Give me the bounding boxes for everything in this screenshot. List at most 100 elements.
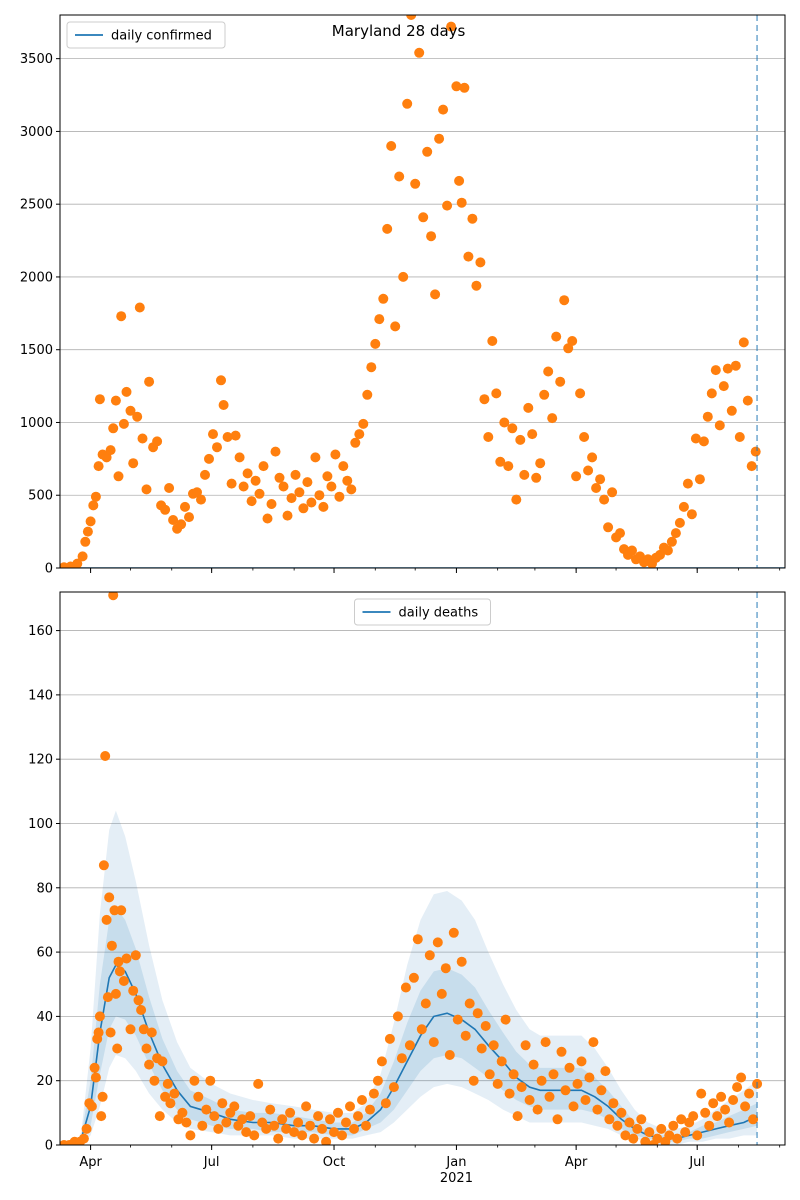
data-point xyxy=(204,453,214,464)
data-point xyxy=(285,1107,296,1118)
data-point xyxy=(314,490,325,501)
data-point xyxy=(164,483,175,493)
data-point xyxy=(298,503,309,514)
y-tick-label: 500 xyxy=(28,489,53,504)
data-point xyxy=(78,1133,89,1144)
data-point xyxy=(440,963,451,974)
data-point xyxy=(544,1091,555,1102)
data-point xyxy=(559,295,570,306)
data-point xyxy=(102,992,113,1003)
data-point xyxy=(357,1095,367,1105)
data-point xyxy=(704,1120,715,1131)
data-point xyxy=(310,452,321,463)
data-point xyxy=(222,432,233,442)
data-point xyxy=(105,1027,116,1038)
data-point xyxy=(479,394,490,405)
data-point xyxy=(591,483,602,493)
data-point xyxy=(564,1062,575,1073)
uncertainty-band-inner xyxy=(60,907,758,1145)
observed-points xyxy=(60,15,761,568)
data-point xyxy=(118,976,129,986)
data-point xyxy=(141,484,152,495)
data-point xyxy=(448,927,459,938)
data-point xyxy=(446,21,457,32)
legend-label: daily deaths xyxy=(399,606,479,621)
data-point xyxy=(226,478,237,489)
data-point xyxy=(507,423,518,434)
data-point xyxy=(748,1114,759,1125)
data-point xyxy=(113,956,124,967)
y-tick-label: 1000 xyxy=(20,416,53,431)
data-point xyxy=(396,1053,407,1064)
chart-title: Maryland 28 days xyxy=(332,22,466,40)
data-point xyxy=(218,400,229,410)
data-point xyxy=(141,1043,152,1054)
x-tick-label: Jul xyxy=(203,1155,220,1170)
data-point xyxy=(750,446,761,457)
data-point xyxy=(400,982,411,993)
y-tick-label: 3000 xyxy=(20,125,53,140)
data-point xyxy=(596,1085,607,1096)
data-point xyxy=(664,1130,675,1141)
data-point xyxy=(338,461,349,472)
data-point xyxy=(154,1111,165,1122)
data-point xyxy=(88,500,99,511)
data-point xyxy=(688,1111,699,1122)
data-point xyxy=(408,972,419,983)
data-point xyxy=(289,1127,300,1138)
data-point xyxy=(384,1033,395,1044)
data-point xyxy=(475,257,486,268)
data-point xyxy=(736,1072,747,1083)
data-point xyxy=(134,302,145,313)
data-point xyxy=(674,517,685,528)
data-point xyxy=(138,1024,149,1035)
data-point xyxy=(365,1104,375,1115)
data-point xyxy=(374,314,385,325)
x-tick-label: Oct xyxy=(323,1155,345,1170)
data-point xyxy=(254,488,265,499)
data-point xyxy=(692,1130,703,1141)
axes-frame xyxy=(59,591,786,1146)
data-point xyxy=(388,1082,399,1093)
legend-box xyxy=(354,598,491,626)
data-point xyxy=(708,1098,719,1109)
data-point xyxy=(418,212,429,223)
y-tick-label: 20 xyxy=(36,1074,53,1089)
data-point xyxy=(436,988,447,999)
data-point xyxy=(358,418,369,429)
y-tick-label: 140 xyxy=(28,688,53,703)
data-point xyxy=(678,501,689,512)
data-point xyxy=(686,509,697,520)
data-point xyxy=(471,280,482,291)
data-point xyxy=(137,433,148,444)
data-point xyxy=(165,1098,176,1109)
data-point xyxy=(94,1011,105,1022)
data-point xyxy=(567,336,578,346)
data-point xyxy=(454,175,465,186)
y-tick-label: 1500 xyxy=(20,343,53,358)
data-point xyxy=(297,1130,308,1141)
data-point xyxy=(499,417,510,428)
data-point xyxy=(125,1024,136,1035)
data-point xyxy=(627,545,637,556)
data-point xyxy=(362,389,373,400)
y-tick-label: 3500 xyxy=(20,52,53,67)
data-point xyxy=(386,141,397,151)
data-point xyxy=(394,171,405,182)
data-point xyxy=(116,311,127,322)
data-point xyxy=(552,1114,563,1125)
data-point xyxy=(636,1114,647,1125)
data-point xyxy=(579,432,590,442)
data-point xyxy=(249,1130,260,1141)
data-point xyxy=(595,474,606,485)
data-point xyxy=(277,1114,288,1125)
data-point xyxy=(105,445,116,456)
data-point xyxy=(242,468,253,479)
data-point xyxy=(93,461,104,472)
data-point xyxy=(318,501,329,512)
data-point xyxy=(274,472,285,483)
data-point xyxy=(208,429,218,440)
data-point xyxy=(656,1123,667,1134)
observed-points xyxy=(60,592,763,1145)
data-point xyxy=(128,985,139,996)
